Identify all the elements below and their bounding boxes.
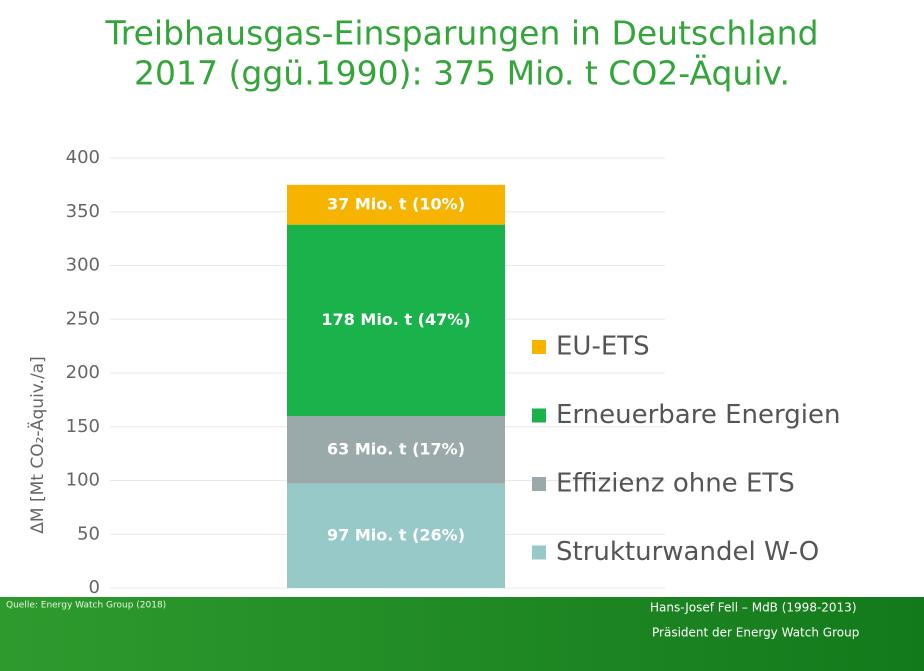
y-tick-label: 150 [66, 416, 100, 437]
legend-label: Strukturwandel W-O [556, 537, 819, 567]
data-label: 37 Mio. t (10%) [327, 194, 465, 213]
footer-author: Hans-Josef Fell – MdB (1998-2013) [650, 601, 857, 615]
y-tick-label: 50 [77, 523, 100, 544]
title-line: Treibhausgas-Einsparungen in Deutschland [104, 14, 818, 53]
footer-author: Präsident der Energy Watch Group [652, 626, 859, 640]
footer-band [0, 597, 924, 671]
legend-swatch [532, 477, 546, 491]
bar-segment [287, 184, 505, 225]
title-line: 2017 (ggü.1990): 375 Mio. t CO2-Äquiv. [134, 54, 790, 93]
legend-label: EU-ETS [556, 332, 650, 362]
legend-label: Erneuerbare Energien [556, 400, 840, 430]
y-tick-label: 300 [66, 255, 100, 276]
legend-swatch [532, 408, 546, 423]
legend-label: Effizienz ohne ETS [556, 469, 795, 499]
y-tick-label: 0 [89, 577, 100, 598]
bar-segment [287, 483, 505, 588]
legend-swatch [532, 545, 546, 560]
legend-swatch [532, 340, 546, 354]
y-tick-label: 400 [66, 147, 100, 168]
y-tick-label: 250 [66, 308, 100, 329]
y-tick-label: 200 [66, 362, 100, 383]
data-label: 63 Mio. t (17%) [327, 439, 465, 458]
data-label: 178 Mio. t (47%) [321, 310, 470, 329]
data-label: 97 Mio. t (26%) [327, 525, 465, 544]
bar-segment [287, 224, 505, 416]
bar-segment [287, 416, 505, 484]
y-axis-label: ΔM [Mt CO₂-Äquiv./a] [27, 356, 48, 533]
y-tick-label: 350 [66, 201, 100, 222]
y-tick-label: 100 [66, 470, 100, 491]
footer-source: Quelle: Energy Watch Group (2018) [6, 601, 166, 611]
